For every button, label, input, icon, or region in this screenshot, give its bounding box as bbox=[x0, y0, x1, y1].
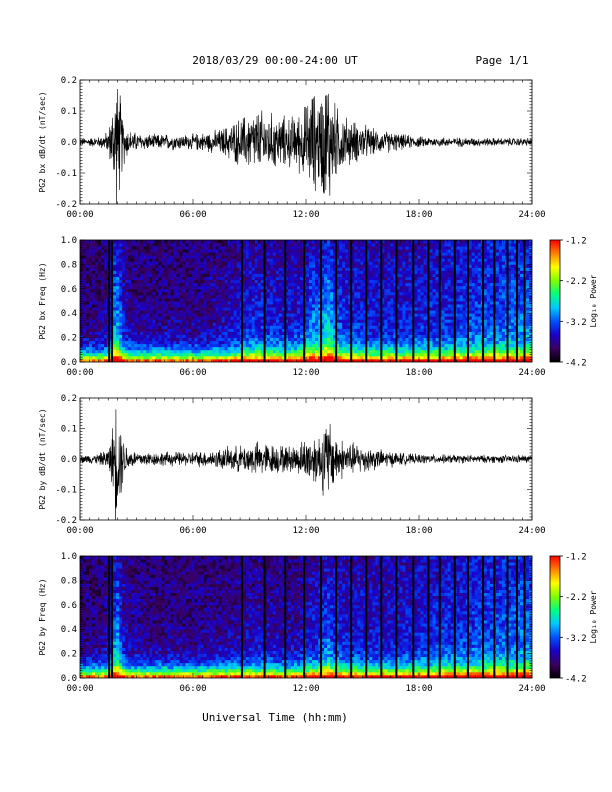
colorbar-tick-label: -1.2 bbox=[565, 553, 587, 563]
y-tick-label: 0.8 bbox=[61, 260, 77, 270]
x-tick-label: 00:00 bbox=[66, 684, 93, 694]
x-tick-label: 12:00 bbox=[292, 368, 319, 378]
plot-area bbox=[80, 409, 532, 520]
y-tick-label: 0.0 bbox=[61, 455, 77, 465]
x-tick-label: 24:00 bbox=[518, 210, 545, 220]
panel-4: -1.2 -2.2 -3.2 -4.2 Log₁₀ Power 00:00 06:00 12:… bbox=[38, 552, 598, 694]
x-tick-label: 06:00 bbox=[179, 684, 206, 694]
y-tick-label: 0.2 bbox=[61, 334, 77, 344]
x-tick-label: 12:00 bbox=[292, 684, 319, 694]
x-tick-label: 18:00 bbox=[405, 368, 432, 378]
y-tick-label: -0.1 bbox=[55, 486, 77, 496]
colorbar-tick-label: -3.2 bbox=[565, 318, 587, 328]
x-tick-label: 06:00 bbox=[179, 526, 206, 536]
plot-area bbox=[80, 240, 532, 362]
colorbar-tick-label: -2.2 bbox=[565, 277, 587, 287]
y-tick-label: -0.1 bbox=[55, 169, 77, 179]
y-tick-label: 1.0 bbox=[61, 552, 77, 562]
x-tick-label: 00:00 bbox=[66, 526, 93, 536]
y-tick-label: 0.4 bbox=[61, 309, 77, 319]
x-tick-label: 18:00 bbox=[405, 210, 432, 220]
x-tick-label: 00:00 bbox=[66, 210, 93, 220]
y-tick-label: -0.2 bbox=[55, 200, 77, 210]
panels: 00:00 06:00 12:00 18:00 24:00 -0.2 -0.1 0.0 0.1 0… bbox=[38, 76, 598, 694]
heatmap-cells bbox=[80, 556, 532, 678]
y-tick-label: 0.6 bbox=[61, 285, 77, 295]
colorbar-tick-label: -2.2 bbox=[565, 593, 587, 603]
series-line bbox=[80, 89, 532, 204]
x-tick-label: 00:00 bbox=[66, 368, 93, 378]
y-tick-label: 0.2 bbox=[61, 650, 77, 660]
colorbar bbox=[549, 239, 561, 363]
x-tick-label: 06:00 bbox=[179, 210, 206, 220]
y-tick-label: 0.0 bbox=[61, 358, 77, 368]
page-number: Page 1/1 bbox=[476, 54, 529, 67]
y-tick-label: 0.0 bbox=[61, 674, 77, 684]
heatmap-cells bbox=[80, 240, 532, 362]
panel-1: 00:00 06:00 12:00 18:00 24:00 -0.2 -0.1 0.0 0.1 0… bbox=[38, 76, 546, 220]
x-tick-label: 18:00 bbox=[405, 526, 432, 536]
y-tick-label: 0.2 bbox=[61, 394, 77, 404]
panel-3: 00:00 06:00 12:00 18:00 24:00 -0.2 -0.1 0.0 0.1 0… bbox=[38, 394, 546, 536]
colorbar bbox=[549, 555, 561, 679]
colorbar-tick-label: -4.2 bbox=[565, 359, 587, 369]
x-tick-label: 06:00 bbox=[179, 368, 206, 378]
y-tick-label: -0.2 bbox=[55, 516, 77, 526]
y-axis-label: PG2 bx dB/dt (nT/sec) bbox=[38, 91, 47, 192]
plot-area bbox=[80, 89, 532, 204]
series-line bbox=[80, 409, 532, 520]
y-axis-label: PG2 bx Freq (Hz) bbox=[38, 262, 47, 339]
colorbar-tick-label: -4.2 bbox=[565, 675, 587, 685]
colorbar-tick-label: -1.2 bbox=[565, 237, 587, 247]
x-tick-label: 12:00 bbox=[292, 526, 319, 536]
y-tick-label: 0.1 bbox=[61, 425, 77, 435]
y-tick-label: 1.0 bbox=[61, 236, 77, 246]
panel-2: -1.2 -2.2 -3.2 -4.2 Log₁₀ Power 00:00 06:00 12:… bbox=[38, 236, 598, 378]
y-tick-label: 0.1 bbox=[61, 107, 77, 117]
x-tick-label: 18:00 bbox=[405, 684, 432, 694]
y-axis-label: PG2 by Freq (Hz) bbox=[38, 578, 47, 655]
y-axis-label: PG2 by dB/dt (nT/sec) bbox=[38, 408, 47, 509]
chart-title: 2018/03/29 00:00-24:00 UT bbox=[192, 54, 358, 67]
x-tick-label: 12:00 bbox=[292, 210, 319, 220]
colorbar-label: Log₁₀ Power bbox=[589, 590, 598, 643]
x-tick-label: 24:00 bbox=[518, 526, 545, 536]
x-axis-title: Universal Time (hh:mm) bbox=[202, 711, 348, 724]
y-tick-label: 0.2 bbox=[61, 76, 77, 86]
y-tick-label: 0.6 bbox=[61, 601, 77, 611]
colorbar-label: Log₁₀ Power bbox=[589, 274, 598, 327]
colorbar-tick-label: -3.2 bbox=[565, 634, 587, 644]
y-tick-label: 0.4 bbox=[61, 625, 77, 635]
x-tick-label: 24:00 bbox=[518, 684, 545, 694]
y-tick-label: 0.8 bbox=[61, 576, 77, 586]
x-tick-label: 24:00 bbox=[518, 368, 545, 378]
y-tick-label: 0.0 bbox=[61, 138, 77, 148]
plot-area bbox=[80, 556, 532, 678]
